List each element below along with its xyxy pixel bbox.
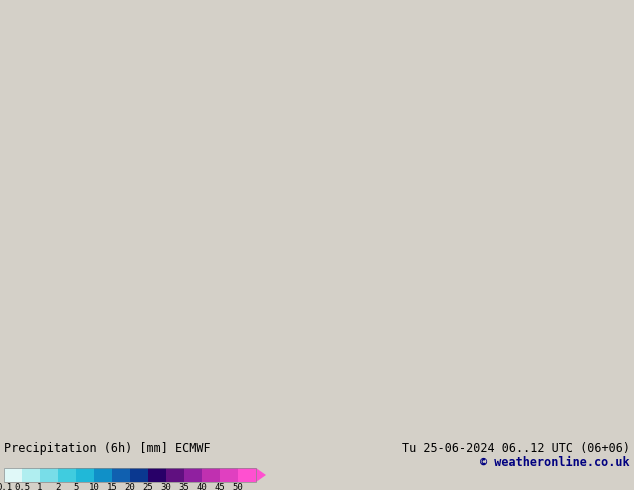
Bar bbox=[130, 468, 148, 482]
Bar bbox=[4, 468, 22, 482]
Text: 30: 30 bbox=[160, 483, 171, 490]
Text: 35: 35 bbox=[179, 483, 190, 490]
Bar bbox=[40, 468, 58, 482]
Bar bbox=[202, 468, 220, 482]
Bar bbox=[238, 468, 256, 482]
Text: 15: 15 bbox=[107, 483, 117, 490]
Bar bbox=[76, 468, 94, 482]
Text: 45: 45 bbox=[215, 483, 225, 490]
Bar bbox=[184, 468, 202, 482]
Bar bbox=[112, 468, 130, 482]
Bar bbox=[58, 468, 76, 482]
Text: 0.5: 0.5 bbox=[14, 483, 30, 490]
Bar bbox=[94, 468, 112, 482]
Text: 2: 2 bbox=[55, 483, 61, 490]
Bar bbox=[166, 468, 184, 482]
Text: © weatheronline.co.uk: © weatheronline.co.uk bbox=[481, 456, 630, 469]
Text: 40: 40 bbox=[197, 483, 207, 490]
Bar bbox=[22, 468, 40, 482]
Text: 10: 10 bbox=[89, 483, 100, 490]
Text: 5: 5 bbox=[74, 483, 79, 490]
FancyArrow shape bbox=[256, 468, 266, 482]
Bar bbox=[4, 468, 256, 482]
Bar bbox=[148, 468, 166, 482]
Text: 20: 20 bbox=[125, 483, 136, 490]
Bar bbox=[220, 468, 238, 482]
Text: 1: 1 bbox=[37, 483, 42, 490]
Text: Tu 25-06-2024 06..12 UTC (06+06): Tu 25-06-2024 06..12 UTC (06+06) bbox=[402, 442, 630, 455]
Text: 50: 50 bbox=[233, 483, 243, 490]
Text: Precipitation (6h) [mm] ECMWF: Precipitation (6h) [mm] ECMWF bbox=[4, 442, 210, 455]
Text: 0.1: 0.1 bbox=[0, 483, 12, 490]
Text: 25: 25 bbox=[143, 483, 153, 490]
